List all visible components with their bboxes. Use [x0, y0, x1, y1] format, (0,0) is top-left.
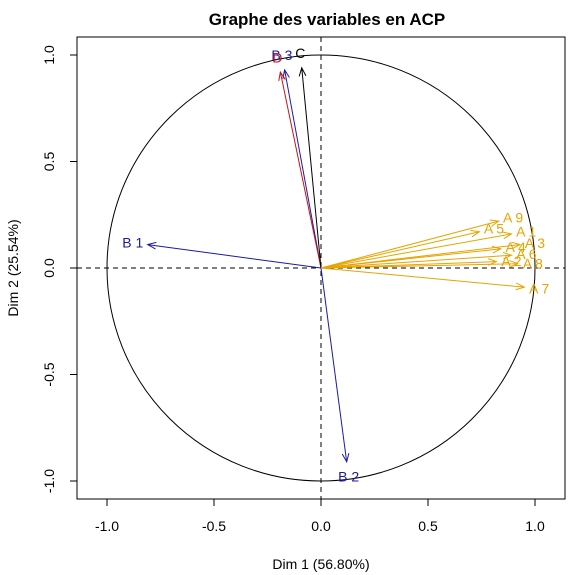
x-tick-label: 0.0	[311, 518, 331, 534]
arrowhead-c	[298, 66, 307, 77]
y-tick-label: -0.5	[41, 362, 57, 386]
label-a3: A 3	[525, 235, 545, 251]
vector-a8	[320, 263, 518, 269]
label-a5: A 5	[484, 220, 504, 236]
chart-title: Graphe des variables en ACP	[209, 10, 446, 29]
y-tick-label: 1.0	[41, 45, 57, 65]
x-tick-label: -0.5	[202, 518, 226, 534]
y-axis-label: Dim 2 (25.54%)	[5, 219, 21, 316]
vector-b3	[284, 69, 322, 269]
label-a7: A 7	[529, 281, 549, 297]
arrowhead-a8	[509, 260, 520, 268]
vector-a1	[320, 233, 512, 269]
arrowhead-a5	[470, 229, 481, 238]
arrowhead-a6	[502, 251, 513, 260]
label-a2: A 2	[501, 253, 521, 269]
label-a1: A 1	[516, 223, 536, 239]
label-a4: A 4	[506, 239, 526, 255]
label-c: C	[295, 45, 305, 61]
arrowhead-b1	[146, 241, 157, 250]
x-tick-label: -1.0	[95, 518, 119, 534]
label-b2: B 2	[338, 469, 359, 485]
y-tick-label: -1.0	[41, 469, 57, 493]
vector-a4	[320, 248, 501, 269]
y-tick-label: 0.5	[41, 152, 57, 172]
arrowhead-a9	[489, 219, 500, 227]
arrowhead-a7	[515, 282, 526, 291]
arrowhead-a3	[511, 241, 522, 250]
label-a9: A 9	[503, 209, 523, 225]
vector-c	[301, 67, 322, 269]
vector-a5	[320, 231, 480, 269]
label-b1: B 1	[122, 235, 143, 251]
vector-a6	[320, 254, 512, 269]
x-axis-label: Dim 1 (56.80%)	[272, 556, 369, 572]
arrowhead-a4	[491, 245, 503, 254]
variable-vectors	[146, 66, 526, 464]
x-tick-label: 1.0	[525, 518, 545, 534]
x-tick-label: 0.5	[418, 518, 438, 534]
arrowhead-d	[278, 70, 286, 81]
axis-ticks: -1.0 -0.5 0.0 0.5 1.0 -1.0 -0.5 0.0 0.5 1.0	[41, 45, 545, 534]
vector-d	[279, 71, 322, 269]
arrowhead-b2	[341, 452, 350, 464]
vector-a7	[320, 267, 525, 288]
label-a6: A 6	[516, 246, 536, 262]
label-b3: B 3	[271, 47, 292, 63]
label-d: D	[272, 49, 282, 65]
label-a8: A 8	[523, 255, 543, 271]
arrowhead-a1	[502, 231, 513, 240]
vector-b1	[147, 244, 322, 269]
vector-b2	[320, 267, 348, 462]
vector-a9	[320, 220, 499, 269]
y-tick-label: 0.0	[41, 258, 57, 278]
arrowhead-b3	[282, 68, 290, 79]
